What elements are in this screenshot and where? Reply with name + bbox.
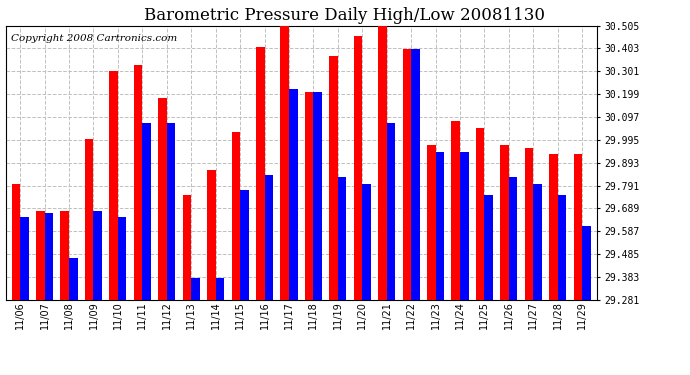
- Bar: [484, 195, 493, 300]
- Bar: [509, 177, 518, 300]
- Bar: [216, 278, 224, 300]
- Bar: [549, 154, 558, 300]
- Bar: [386, 123, 395, 300]
- Bar: [476, 128, 484, 300]
- Text: Barometric Pressure Daily High/Low 20081130: Barometric Pressure Daily High/Low 20081…: [144, 8, 546, 24]
- Bar: [20, 217, 29, 300]
- Bar: [427, 146, 435, 300]
- Bar: [313, 92, 322, 300]
- Bar: [240, 190, 248, 300]
- Bar: [69, 258, 77, 300]
- Bar: [329, 56, 338, 300]
- Bar: [573, 154, 582, 300]
- Bar: [142, 123, 151, 300]
- Bar: [61, 210, 69, 300]
- Bar: [378, 22, 386, 300]
- Bar: [362, 184, 371, 300]
- Bar: [183, 195, 191, 300]
- Bar: [118, 217, 126, 300]
- Bar: [207, 170, 216, 300]
- Bar: [12, 184, 20, 300]
- Bar: [289, 89, 297, 300]
- Text: Copyright 2008 Cartronics.com: Copyright 2008 Cartronics.com: [12, 34, 178, 43]
- Bar: [338, 177, 346, 300]
- Bar: [134, 65, 142, 300]
- Bar: [280, 22, 289, 300]
- Bar: [305, 92, 313, 300]
- Bar: [232, 132, 240, 300]
- Bar: [191, 278, 200, 300]
- Bar: [110, 72, 118, 300]
- Bar: [93, 210, 102, 300]
- Bar: [354, 36, 362, 300]
- Bar: [500, 146, 509, 300]
- Bar: [167, 123, 175, 300]
- Bar: [525, 148, 533, 300]
- Bar: [435, 152, 444, 300]
- Bar: [533, 184, 542, 300]
- Bar: [582, 226, 591, 300]
- Bar: [36, 210, 45, 300]
- Bar: [45, 213, 53, 300]
- Bar: [558, 195, 566, 300]
- Bar: [158, 98, 167, 300]
- Bar: [85, 139, 93, 300]
- Bar: [460, 152, 469, 300]
- Bar: [256, 47, 264, 300]
- Bar: [264, 175, 273, 300]
- Bar: [411, 49, 420, 300]
- Bar: [451, 121, 460, 300]
- Bar: [402, 49, 411, 300]
